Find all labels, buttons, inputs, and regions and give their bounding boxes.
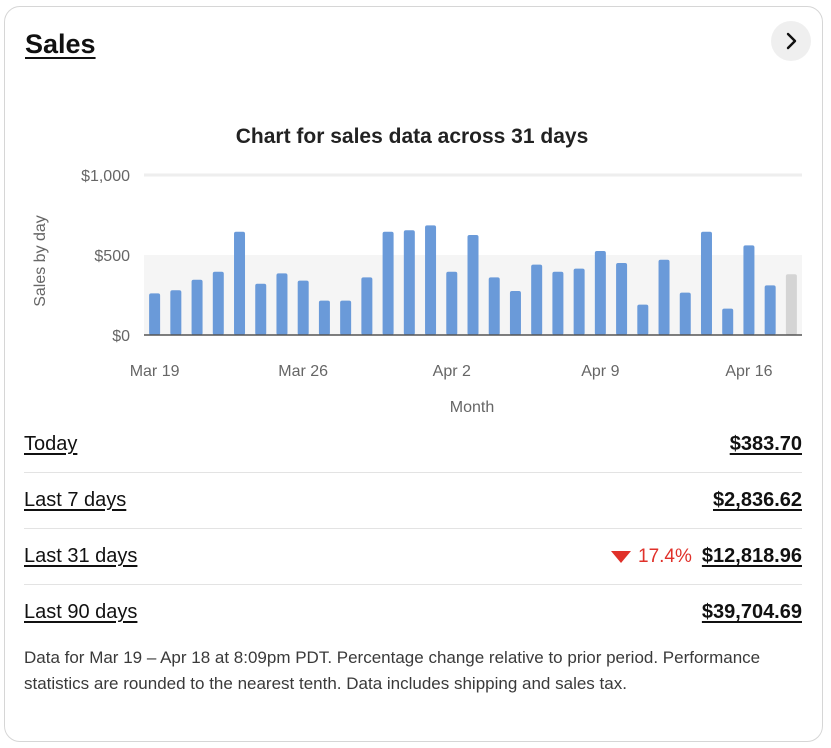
chart-bar bbox=[297, 280, 309, 335]
x-axis-label: Month bbox=[450, 399, 494, 416]
stat-value-last-31-days[interactable]: $12,818.96 bbox=[701, 545, 802, 567]
stat-row-last-7-days: Last 7 days $2,836.62 bbox=[24, 473, 802, 529]
chart-bar bbox=[700, 231, 712, 335]
chart-bar bbox=[446, 271, 458, 335]
change-indicator: 17.4% bbox=[611, 546, 692, 568]
footnote: Data for Mar 19 – Apr 18 at 8:09pm PDT. … bbox=[24, 648, 761, 693]
chart-bar bbox=[255, 283, 267, 335]
chart-bar bbox=[573, 268, 585, 335]
stat-row-last-90-days: Last 90 days $39,704.69 bbox=[24, 585, 802, 640]
sales-chart: Chart for sales data across 31 days Sale… bbox=[32, 125, 802, 416]
stat-value-last-7-days[interactable]: $2,836.62 bbox=[713, 489, 802, 511]
chart-bar bbox=[149, 293, 161, 335]
chart-bar bbox=[191, 279, 203, 335]
stat-label-last-90-days[interactable]: Last 90 days bbox=[24, 601, 138, 623]
x-tick-label: Mar 26 bbox=[278, 363, 328, 380]
y-axis-label: Sales by day bbox=[32, 215, 49, 307]
x-tick-label: Apr 16 bbox=[725, 363, 772, 380]
triangle-down-icon bbox=[611, 550, 632, 563]
chevron-right-icon bbox=[786, 32, 797, 50]
chart-bar bbox=[531, 264, 543, 335]
stat-label-last-7-days[interactable]: Last 7 days bbox=[24, 489, 127, 511]
x-tick-label: Apr 2 bbox=[433, 363, 471, 380]
chart-bar bbox=[170, 290, 182, 335]
y-tick-label: $0 bbox=[112, 328, 130, 345]
sales-stats-list: Today $383.70 Last 7 days $2,836.62 Last… bbox=[24, 417, 802, 640]
stat-value-today[interactable]: $383.70 bbox=[729, 433, 802, 455]
chart-bar bbox=[382, 231, 394, 335]
chart-bar bbox=[361, 277, 373, 335]
chart-bar bbox=[234, 231, 246, 335]
chart-bar bbox=[340, 300, 352, 335]
stat-row-last-31-days: Last 31 days 17.4% $12,818.96 bbox=[24, 529, 802, 585]
chart-bar bbox=[212, 271, 224, 335]
chart-bar bbox=[509, 291, 521, 335]
chart-bar bbox=[679, 292, 691, 335]
stat-value-last-90-days[interactable]: $39,704.69 bbox=[701, 601, 802, 623]
chart-bar bbox=[425, 225, 437, 335]
chart-bar bbox=[276, 273, 288, 335]
change-percent: 17.4% bbox=[638, 545, 692, 567]
chart-bar bbox=[658, 259, 670, 335]
chart-bar bbox=[785, 274, 797, 335]
chart-title: Chart for sales data across 31 days bbox=[236, 125, 589, 148]
sales-title-link[interactable]: Sales bbox=[25, 29, 96, 59]
chart-bar bbox=[637, 304, 649, 335]
chart-bar bbox=[743, 245, 755, 335]
chart-bar bbox=[616, 263, 628, 335]
x-tick-label: Apr 9 bbox=[581, 363, 619, 380]
chart-bar bbox=[488, 277, 500, 335]
sales-card: Sales Chart for sales data across 31 day… bbox=[4, 6, 823, 742]
open-sales-button[interactable] bbox=[771, 21, 811, 61]
stat-label-today[interactable]: Today bbox=[24, 433, 78, 455]
chart-bar bbox=[764, 285, 776, 335]
chart-bar bbox=[722, 308, 734, 335]
y-tick-label: $1,000 bbox=[81, 168, 130, 185]
chart-bar bbox=[594, 251, 606, 335]
chart-bar bbox=[318, 300, 330, 335]
chart-bar bbox=[403, 230, 415, 335]
x-tick-label: Mar 19 bbox=[130, 363, 180, 380]
stat-label-last-31-days[interactable]: Last 31 days bbox=[24, 545, 138, 567]
chart-bar bbox=[467, 235, 479, 335]
stat-row-today: Today $383.70 bbox=[24, 417, 802, 473]
y-tick-label: $500 bbox=[94, 248, 130, 265]
chart-bar bbox=[552, 271, 564, 335]
